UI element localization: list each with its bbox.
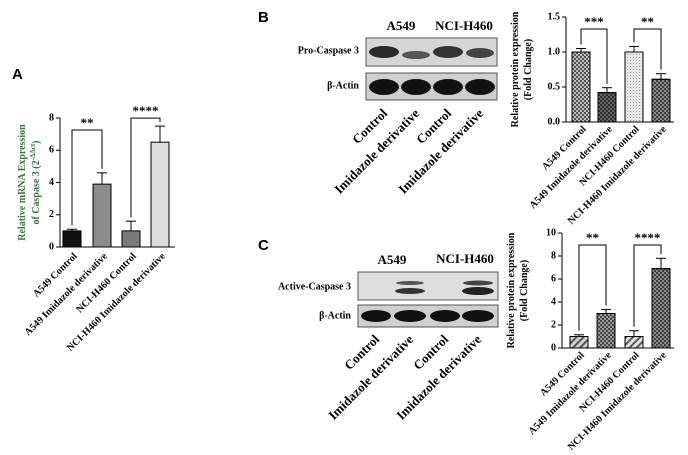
significance-label: ** [641, 14, 654, 29]
y-tick-label: 8 [49, 112, 54, 123]
y-tick-label: 10 [546, 227, 556, 238]
bar-pattern [624, 51, 644, 123]
y-axis-label-text: (Fold Change) [523, 39, 534, 100]
significance-label: *** [584, 14, 604, 29]
y-tick-label: 2 [49, 209, 54, 220]
blot-header: NCI-H460 [436, 251, 494, 266]
bar [62, 230, 82, 248]
y-axis-label-text: of Caspase 3 (2 [31, 160, 42, 224]
significance-label: ** [81, 115, 94, 130]
bar-pattern [651, 78, 671, 123]
bar [150, 141, 170, 248]
significance-bracket [71, 129, 103, 226]
y-tick-label: 2 [551, 319, 556, 330]
significance-bracket [633, 28, 662, 70]
western-blot: A549 NCI-H460 Pro-Caspase 3 β-Actin Cont… [298, 18, 498, 197]
blot-header: A549 [378, 252, 407, 267]
y-axis-label: (Fold Change) [523, 39, 534, 100]
y-tick-label: 0 [551, 342, 556, 353]
blot-row-label: β-Actin [327, 80, 359, 91]
y-tick-label: 0.5 [548, 81, 561, 92]
bar [121, 230, 141, 248]
blot-header: NCI-H460 [435, 18, 493, 33]
y-axis-label-text: Relative mRNA Expression [17, 124, 28, 241]
y-axis-label-text: (Fold Change) [519, 260, 530, 321]
blot-row-label: β-Actin [319, 310, 351, 321]
bar-pattern [597, 92, 617, 123]
y-tick-label: 0 [49, 241, 54, 252]
y-axis-label-text: Relative protein expression [506, 232, 517, 348]
significance-bracket [633, 244, 662, 327]
y-tick-label: 1.0 [548, 46, 561, 57]
y-tick-label: 6 [551, 273, 556, 284]
y-axis-label: Relative protein expression [510, 11, 521, 127]
significance-bracket [580, 28, 608, 84]
bar-pattern [624, 336, 644, 349]
panel-label: C [258, 237, 269, 254]
y-axis-label-text: Relative protein expression [510, 11, 521, 127]
significance-label: **** [635, 230, 661, 245]
y-tick-label: 6 [49, 145, 54, 156]
blot-row-label: Pro-Caspase 3 [298, 45, 359, 56]
y-tick-label: 0.0 [548, 116, 561, 127]
y-tick-label: 8 [551, 250, 556, 261]
bar [92, 183, 112, 248]
bar-pattern [569, 336, 589, 349]
y-tick-label: 4 [551, 296, 556, 307]
significance-label: ** [586, 230, 599, 245]
y-axis-label: (Fold Change) [519, 260, 530, 321]
y-tick-label: 4 [49, 177, 54, 188]
y-axis-label: of Caspase 3 (2-ΔΔct) [29, 140, 43, 224]
western-blot: A549 NCI-H460 Active-Caspase 3 β-Actin C… [278, 251, 499, 423]
y-axis-label: Relative protein expression [506, 232, 517, 348]
significance-bracket [578, 244, 607, 331]
y-tick-label: 1.5 [548, 11, 561, 22]
panel-label: A [12, 66, 23, 83]
y-axis-label-end: ) [31, 140, 42, 143]
blot-header: A549 [387, 18, 416, 33]
panel-label: B [258, 9, 269, 26]
y-axis-label-sup: -ΔΔct [29, 143, 37, 160]
y-axis-label: Relative mRNA Expression [17, 124, 28, 241]
blot-row-label: Active-Caspase 3 [278, 281, 351, 292]
bar-pattern [651, 268, 671, 349]
significance-bracket [130, 117, 161, 218]
significance-label: **** [133, 103, 159, 118]
bar-pattern [571, 51, 591, 123]
bar-pattern [596, 313, 616, 349]
